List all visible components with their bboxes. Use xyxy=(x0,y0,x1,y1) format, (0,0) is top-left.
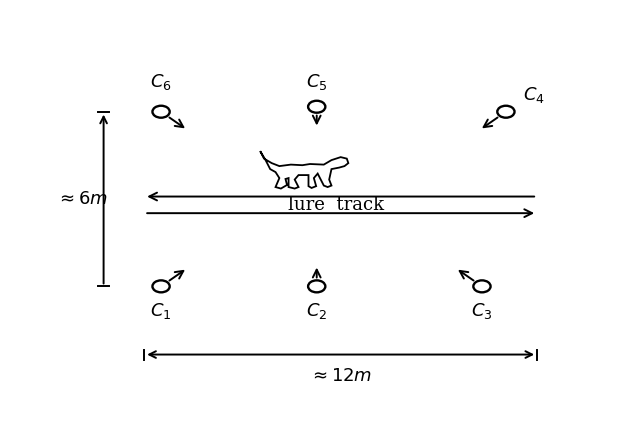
Text: $C_4$: $C_4$ xyxy=(523,85,544,105)
Text: $\approx 12m$: $\approx 12m$ xyxy=(309,367,372,385)
Text: $C_1$: $C_1$ xyxy=(150,301,172,321)
Text: $C_6$: $C_6$ xyxy=(150,72,172,92)
Text: $C_5$: $C_5$ xyxy=(306,72,328,92)
Text: $C_3$: $C_3$ xyxy=(471,301,493,321)
Text: $\approx 6m$: $\approx 6m$ xyxy=(56,190,108,208)
Text: $C_2$: $C_2$ xyxy=(306,301,328,321)
Text: lure  track: lure track xyxy=(288,196,384,214)
